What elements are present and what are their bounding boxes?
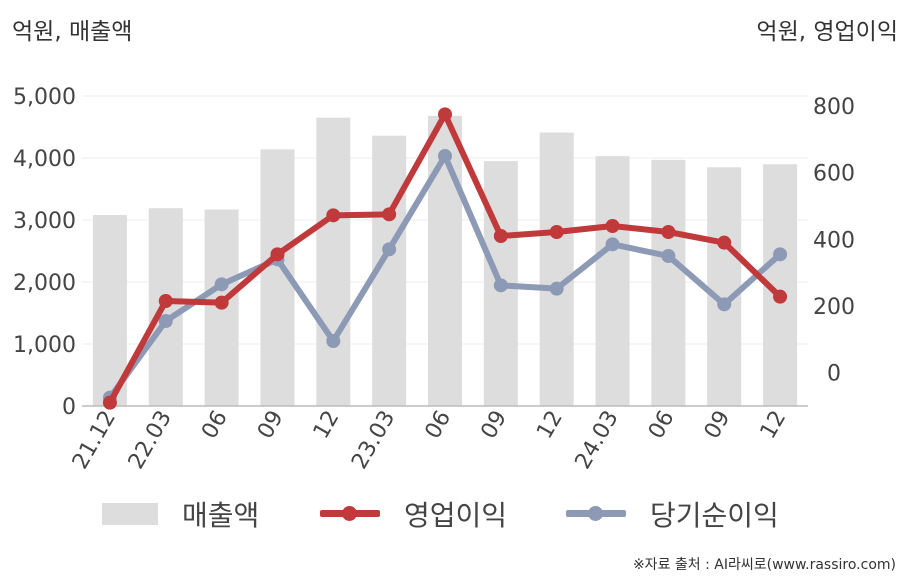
left-tick-label: 1,000 <box>13 333 76 358</box>
legend-swatch-net-income <box>566 503 626 525</box>
right-tick-label: 600 <box>813 162 855 187</box>
point-net-income <box>773 247 788 262</box>
profit-lines <box>102 107 788 410</box>
point-net-income <box>605 237 620 252</box>
bar-revenue <box>539 132 574 406</box>
right-tick-label: 0 <box>827 362 841 387</box>
point-net-income <box>158 314 173 328</box>
x-tick-label: 06 <box>421 407 457 444</box>
bar-revenue <box>707 167 742 406</box>
left-axis-ticks: 0 1,000 2,000 3,000 4,000 5,000 <box>13 85 76 420</box>
x-tick-label: 09 <box>476 407 512 444</box>
combo-chart: 0 1,000 2,000 3,000 4,000 5,000 0 200 400 600 800… <box>13 85 855 474</box>
point-operating-profit <box>661 225 676 239</box>
point-operating-profit <box>493 229 508 243</box>
point-net-income <box>326 334 341 348</box>
left-tick-label: 2,000 <box>13 271 76 296</box>
x-tick-label: 23.03 <box>347 407 400 474</box>
point-net-income <box>493 278 508 293</box>
point-operating-profit <box>214 295 229 310</box>
legend: 매출액 영업이익 당기순이익 <box>0 492 908 536</box>
bar-revenue <box>428 115 462 406</box>
x-tick-label: 22.03 <box>124 407 177 474</box>
point-operating-profit <box>158 294 173 308</box>
right-tick-label: 200 <box>813 295 855 320</box>
point-net-income <box>661 249 676 263</box>
x-tick-label: 06 <box>644 407 680 444</box>
x-tick-label: 06 <box>197 407 233 444</box>
point-net-income <box>382 242 397 257</box>
bar-revenue <box>651 159 686 406</box>
right-tick-label: 800 <box>813 95 855 120</box>
left-tick-label: 5,000 <box>13 85 76 110</box>
x-tick-label: 09 <box>253 407 289 444</box>
x-tick-label: 24.03 <box>571 407 624 474</box>
left-tick-label: 3,000 <box>13 209 76 234</box>
legend-label-net-income: 당기순이익 <box>650 499 779 532</box>
point-net-income <box>438 149 452 163</box>
bar-revenue <box>316 117 351 406</box>
bar-revenue <box>595 156 630 406</box>
left-axis-unit: 억원, 매출액 <box>12 19 133 45</box>
point-operating-profit <box>549 225 564 239</box>
x-tick-label: 12 <box>756 407 792 444</box>
x-axis-ticks: 21.12 22.03 06 09 12 23.03 06 09 12 24.03 06 09 12 <box>68 407 791 474</box>
point-operating-profit <box>326 208 341 223</box>
source-credit: ※자료 출처 : AI라씨로(www.rassiro.com) <box>632 557 896 573</box>
point-operating-profit <box>102 395 117 410</box>
point-operating-profit <box>773 289 788 304</box>
bar-revenue <box>92 215 127 406</box>
legend-label-operating-profit: 영업이익 <box>404 499 508 532</box>
revenue-bars <box>92 115 798 406</box>
x-tick-label: 12 <box>532 407 568 444</box>
point-net-income <box>549 281 564 296</box>
point-operating-profit <box>382 207 397 222</box>
legend-label-revenue: 매출액 <box>182 499 260 532</box>
point-operating-profit <box>270 247 285 262</box>
right-axis-ticks: 0 200 400 600 800 <box>813 95 855 387</box>
legend-item-revenue: 매출액 <box>102 492 259 536</box>
legend-swatch-operating-profit <box>320 503 380 525</box>
point-operating-profit <box>717 235 732 250</box>
point-net-income <box>214 277 229 292</box>
left-tick-label: 0 <box>62 395 76 420</box>
x-tick-label: 12 <box>309 407 345 444</box>
right-tick-label: 400 <box>813 228 855 253</box>
left-tick-label: 4,000 <box>13 147 76 172</box>
legend-swatch-revenue <box>102 503 158 525</box>
point-net-income <box>717 297 732 312</box>
x-tick-label: 09 <box>700 407 736 444</box>
point-operating-profit <box>605 219 620 233</box>
legend-item-operating-profit: 영업이익 <box>320 492 507 536</box>
legend-item-net-income: 당기순이익 <box>566 492 779 536</box>
point-operating-profit <box>438 107 452 122</box>
right-axis-unit: 억원, 영업이익 <box>756 19 898 45</box>
